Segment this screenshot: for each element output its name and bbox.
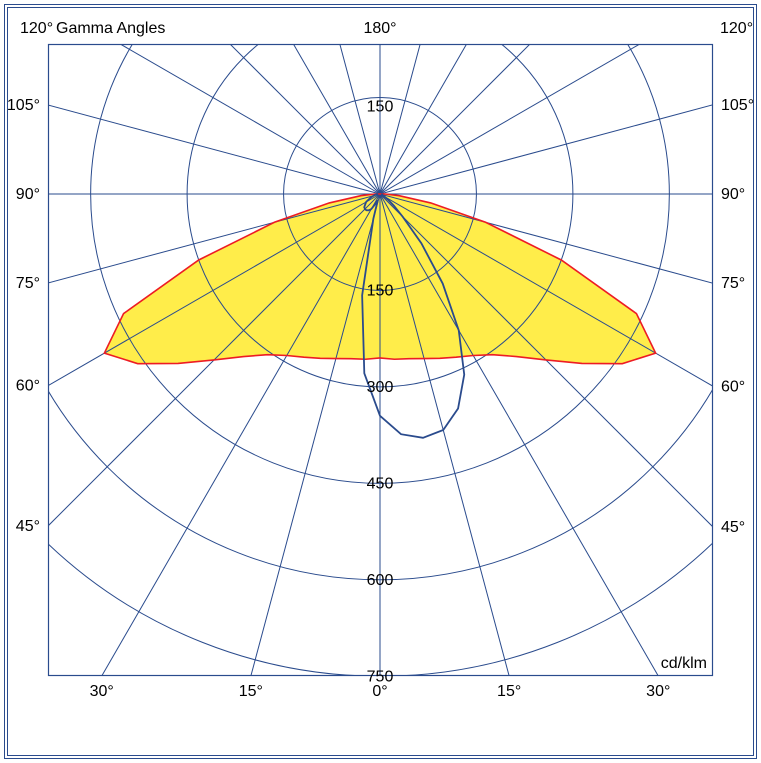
radial-tick-label-top: 150 xyxy=(367,99,394,116)
angle-tick-label: 15° xyxy=(497,683,521,700)
angle-tick-label: 90° xyxy=(721,186,745,203)
angle-tick-label: 75° xyxy=(721,275,745,292)
angle-tick-label: 90° xyxy=(16,186,40,203)
angle-tick-label: 120° xyxy=(20,20,53,37)
chart-title: Gamma Angles xyxy=(56,20,165,37)
angle-tick-label: 60° xyxy=(721,378,745,395)
angle-tick-label: 30° xyxy=(646,683,670,700)
angle-tick-label: 180° xyxy=(363,20,396,37)
angle-tick-label: 15° xyxy=(239,683,263,700)
grid-spoke xyxy=(380,36,761,194)
radial-tick-label: 150 xyxy=(367,282,394,299)
radial-tick-label: 600 xyxy=(367,572,394,589)
radial-tick-label: 450 xyxy=(367,475,394,492)
grid-spoke xyxy=(222,0,380,194)
angle-tick-label: 45° xyxy=(16,518,40,535)
angle-tick-label: 105° xyxy=(7,97,40,114)
angle-tick-label: 0° xyxy=(372,683,387,700)
angle-tick-label: 30° xyxy=(90,683,114,700)
grid-spoke xyxy=(0,36,380,194)
units-label: cd/klm xyxy=(661,655,707,672)
angle-tick-label: 75° xyxy=(16,275,40,292)
polar-chart-container: 150300450600750150120°105°90°75°60°45°30… xyxy=(0,0,761,763)
polar-chart-svg: 150300450600750150120°105°90°75°60°45°30… xyxy=(0,0,761,763)
grid-spoke xyxy=(380,0,538,194)
angle-tick-label: 120° xyxy=(720,20,753,37)
angle-tick-label: 60° xyxy=(16,378,40,395)
angle-tick-label: 105° xyxy=(721,97,754,114)
radial-tick-label: 300 xyxy=(367,379,394,396)
angle-tick-label: 45° xyxy=(721,519,745,536)
grid-spoke xyxy=(380,0,685,194)
